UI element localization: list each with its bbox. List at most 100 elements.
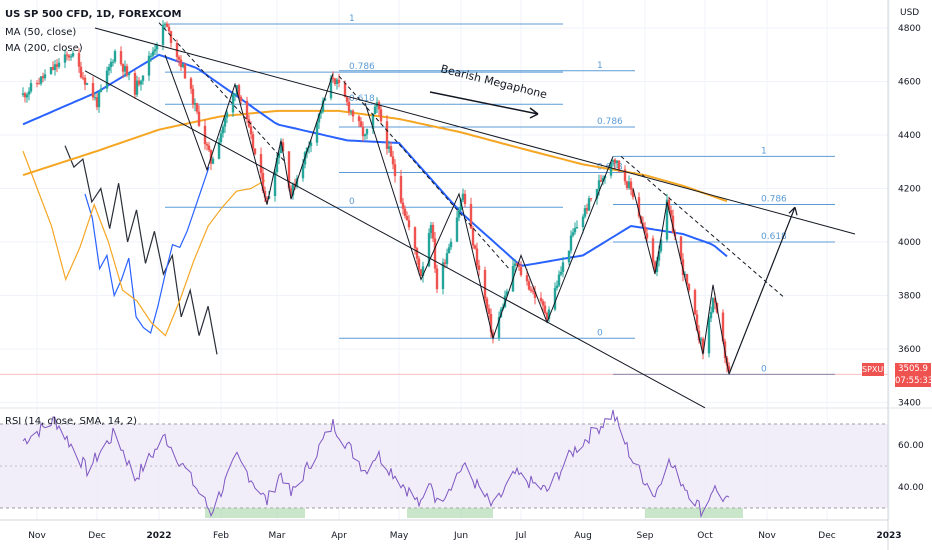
candle-body [133,72,137,95]
candle-body [217,142,221,159]
candle-body [389,146,393,157]
candle-body [155,44,159,50]
candle-body [363,134,367,137]
candle-body [93,97,97,99]
candle-body [561,262,565,272]
candle-body [645,233,649,239]
candle-body [127,72,131,76]
y-tick-label: 3800 [898,292,921,302]
candle-body [179,59,183,68]
x-tick-label: Mar [269,531,286,541]
candle-body [515,263,519,265]
candle-body [477,265,481,270]
candle-body [259,154,263,174]
candle-body [55,64,59,67]
candle-body [71,53,75,57]
candle-body [329,77,333,99]
candle-body [685,273,689,285]
fractal-orange-line [22,150,266,337]
candle-body [323,98,327,101]
candle-body [189,78,193,89]
fib-level-label: 0.786 [597,117,623,127]
x-tick-label: Jul [515,531,527,541]
candle-body [319,111,323,114]
y-tick-label: 4200 [898,185,921,195]
candle-body [79,66,83,78]
candle-body [63,54,67,63]
candle-body [583,208,587,217]
candle-body [211,158,215,164]
candle-body [81,77,85,79]
candle-body [491,332,495,338]
candle-body [279,142,283,154]
candle-body [643,226,647,234]
candle-body [687,284,691,290]
candle-body [51,67,55,70]
candle-body [623,169,627,182]
candle-body [77,53,81,67]
candle-body [69,56,73,58]
candle-body [169,31,173,43]
candle-body [517,264,521,267]
candle-body [373,106,377,115]
candle-body [637,197,641,217]
fib-level-label: 0.786 [761,195,787,205]
candle-body [399,176,403,203]
candle-body [379,109,383,122]
fib-level-label: 1 [597,61,603,71]
candle-body [195,103,199,112]
x-tick-label: Feb [213,531,229,541]
ma200-line [22,109,728,203]
rsi-legend[interactable]: RSI (14, close, SMA, 14, 2) [5,416,138,427]
candle-body [667,199,671,211]
candle-body [585,208,589,211]
candle-body [415,248,419,259]
candle-body [489,314,493,333]
candle-body [263,190,267,198]
candle-body [163,23,167,25]
ma200-legend[interactable]: MA (200, close) [5,43,83,54]
candle-body [427,233,431,267]
candle-body [193,103,197,105]
candle-body [253,148,257,155]
candle-body [457,209,461,218]
candle-body [571,232,575,236]
fractal-blue-line [84,166,210,335]
projection-arrow [728,207,796,375]
candle-body [35,83,39,85]
candle-body [67,55,71,58]
y-tick-label: 4600 [898,78,921,88]
symbol-legend[interactable]: US SP 500 CFD, 1D, FOREXCOM [5,9,182,20]
candle-body [357,116,361,122]
candle-body [23,93,27,98]
candle-body [659,239,663,252]
candle-body [527,281,531,290]
candle-body [407,220,411,228]
candle-body [573,228,577,233]
candle-body [123,66,127,72]
candle-body [727,365,731,372]
candle-body [569,235,573,251]
y-tick-label: 4800 [898,24,921,34]
candle-body [587,198,591,211]
candle-body [49,67,53,75]
pattern-zigzag [632,188,730,375]
candle-body [711,298,715,313]
candle-body [721,312,725,342]
last-price-value: 3505.9 [898,364,928,374]
annotation-arrow [429,91,539,119]
candle-body [273,172,277,196]
candle-body [455,217,459,242]
ma50-legend[interactable]: MA (50, close) [5,27,77,38]
x-tick-label: Aug [574,531,592,541]
candle-body [545,312,549,319]
candle-body [627,181,631,188]
candle-body [609,162,613,176]
candle-body [109,61,113,68]
y-tick-label: 3400 [898,399,921,409]
candle-body [207,145,211,151]
candle-body [315,122,319,143]
fib-level-label: 0.786 [349,62,375,72]
candle-body [361,126,365,137]
